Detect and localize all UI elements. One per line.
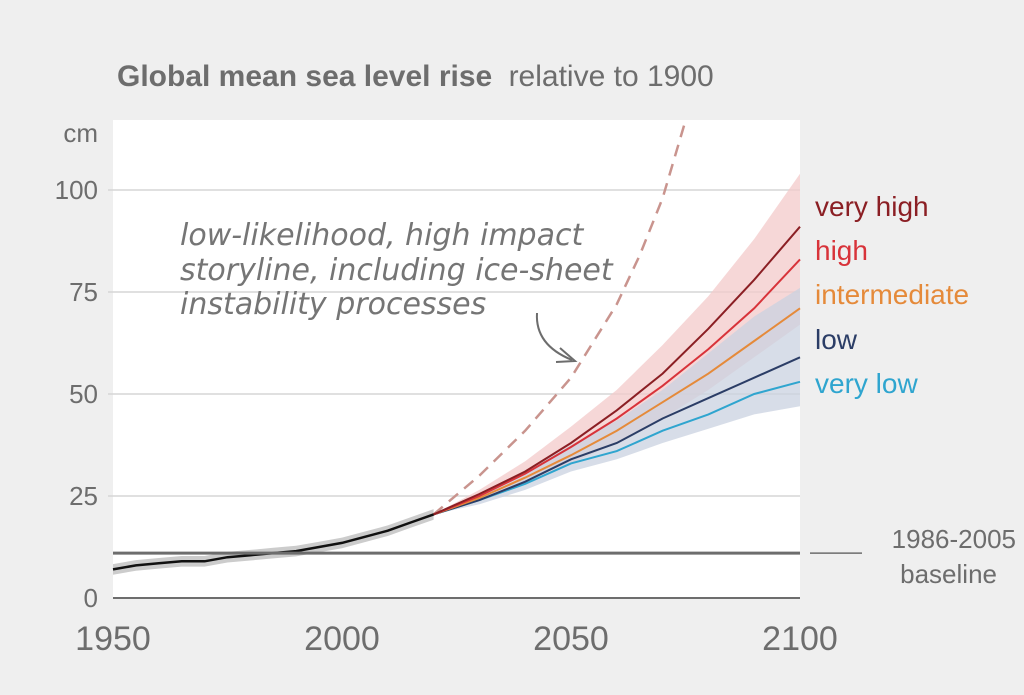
series-line-very-high bbox=[433, 226, 801, 516]
storyline-line bbox=[432, 120, 687, 516]
uncertainty-band-1 bbox=[433, 287, 800, 515]
y-tick-label: 75 bbox=[69, 277, 98, 307]
legend-item-very-low: very low bbox=[815, 368, 918, 399]
x-tick-label: 2050 bbox=[533, 620, 609, 658]
chart-title: Global mean sea level rise bbox=[117, 60, 492, 93]
x-tick-labels: 1950 2000 2050 2100 bbox=[75, 620, 838, 658]
annotation-line-1: low-likelihood, high impact bbox=[180, 218, 584, 253]
y-tick-label: 100 bbox=[55, 175, 98, 205]
uncertainty-bands bbox=[113, 173, 800, 575]
series-line-low bbox=[433, 356, 801, 516]
y-tick-label: 25 bbox=[69, 481, 98, 511]
annotation-line-2: storyline, including ice-sheet bbox=[180, 253, 614, 288]
annotation-arrowhead bbox=[555, 347, 578, 363]
chart-title-wrap: Global mean sea level rise relative to 1… bbox=[117, 60, 714, 93]
y-axis-unit: cm bbox=[63, 118, 98, 148]
series-line-high bbox=[433, 258, 801, 516]
x-tick-label: 2100 bbox=[762, 620, 838, 658]
y-tick-label: 0 bbox=[84, 583, 98, 613]
x-tick-label: 2000 bbox=[304, 620, 380, 658]
legend: very high high intermediate low very low bbox=[815, 191, 969, 399]
observed-band bbox=[113, 509, 434, 575]
annotation-arrow bbox=[535, 312, 573, 361]
legend-item-high: high bbox=[815, 235, 868, 266]
series-line-intermediate bbox=[433, 307, 801, 516]
y-tick-labels: 0 25 50 75 100 bbox=[55, 175, 98, 613]
legend-item-low: low bbox=[815, 324, 858, 355]
baseline-label-2: baseline bbox=[900, 559, 997, 589]
gridlines bbox=[108, 189, 800, 497]
legend-item-intermediate: intermediate bbox=[815, 279, 969, 310]
annotation-line-3: instability processes bbox=[180, 287, 486, 322]
legend-item-very-high: very high bbox=[815, 191, 929, 222]
x-tick-label: 1950 bbox=[75, 620, 151, 658]
chart-subtitle: relative to 1900 bbox=[509, 60, 714, 93]
baseline-label-1: 1986-2005 bbox=[892, 524, 1016, 554]
y-tick-label: 50 bbox=[69, 379, 98, 409]
